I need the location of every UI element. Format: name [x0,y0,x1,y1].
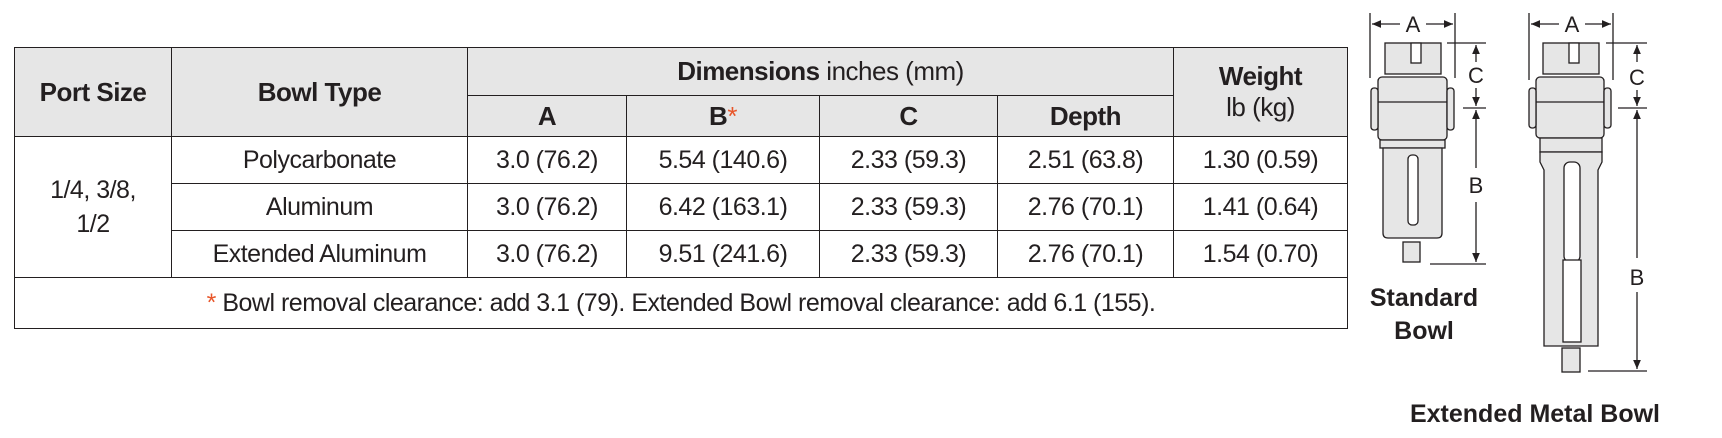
b-cell: 6.42 (163.1) [626,183,820,231]
table-row: 1/4, 3/8, 1/2 Polycarbonate 3.0 (76.2) 5… [14,136,1348,278]
weight-unit: lb (kg) [1226,92,1295,122]
header-bowl-type: Bowl Type [171,47,468,137]
depth-cell: 2.76 (70.1) [997,230,1174,278]
bowl-type-cell: Extended Aluminum [171,230,468,278]
header-b: B* [626,95,820,137]
dimensions-unit: inches (mm) [826,56,964,86]
depth-cell: 2.76 (70.1) [997,183,1174,231]
dimensions-label: Dimensions [677,56,820,86]
header-b-marker: * [727,100,737,131]
a-cell: 3.0 (76.2) [467,230,627,278]
extended-bowl-caption: Extended Metal Bowl [1409,400,1661,428]
weight-cell: 1.41 (0.64) [1173,183,1348,231]
b-cell: 9.51 (241.6) [626,230,820,278]
ext-label-a: A [1565,12,1580,37]
footnote-text: Bowl removal clearance: add 3.1 (79). Ex… [222,288,1156,317]
header-port-size: Port Size [14,47,172,137]
weight-cell: 1.30 (0.59) [1173,136,1348,184]
table-row: Aluminum 3.0 (76.2) 6.42 (163.1) 2.33 (5… [15,183,1348,231]
header-depth: Depth [997,95,1174,137]
ext-label-c: C [1629,65,1645,90]
bowl-type-cell: Polycarbonate [171,136,468,184]
std-label-b: B [1469,173,1484,198]
header-c: C [819,95,998,137]
depth-cell: 2.51 (63.8) [997,136,1174,184]
c-cell: 2.33 (59.3) [819,230,998,278]
ext-label-b: B [1630,265,1645,290]
dimensions-table: Port Size Bowl Type Dimensions inches (m… [14,47,1348,329]
std-label-a: A [1406,12,1421,37]
weight-cell: 1.54 (0.70) [1173,230,1348,278]
table-row: Extended Aluminum 3.0 (76.2) 9.51 (241.6… [15,230,1348,278]
c-cell: 2.33 (59.3) [819,183,998,231]
a-cell: 3.0 (76.2) [467,136,627,184]
header-dimensions: Dimensions inches (mm) [467,47,1174,96]
filter-dimension-drawings: A C B A C B [1369,12,1647,373]
a-cell: 3.0 (76.2) [467,183,627,231]
std-label-c: C [1468,63,1484,88]
weight-label: Weight [1218,61,1303,91]
b-cell: 5.54 (140.6) [626,136,820,184]
standard-bowl-caption: Standard Bowl [1369,284,1479,345]
header-a: A [467,95,627,137]
footnote-marker: * [206,288,217,317]
extended-bowl-drawing [1528,13,1647,373]
footnote: * Bowl removal clearance: add 3.1 (79). … [14,277,1348,329]
bowl-type-cell: Aluminum [171,183,468,231]
header-weight: Weight lb (kg) [1173,47,1348,137]
standard-bowl-drawing [1369,13,1486,265]
port-size-cell: 1/4, 3/8, 1/2 [14,136,172,278]
c-cell: 2.33 (59.3) [819,136,998,184]
header-b-label: B [709,100,728,131]
